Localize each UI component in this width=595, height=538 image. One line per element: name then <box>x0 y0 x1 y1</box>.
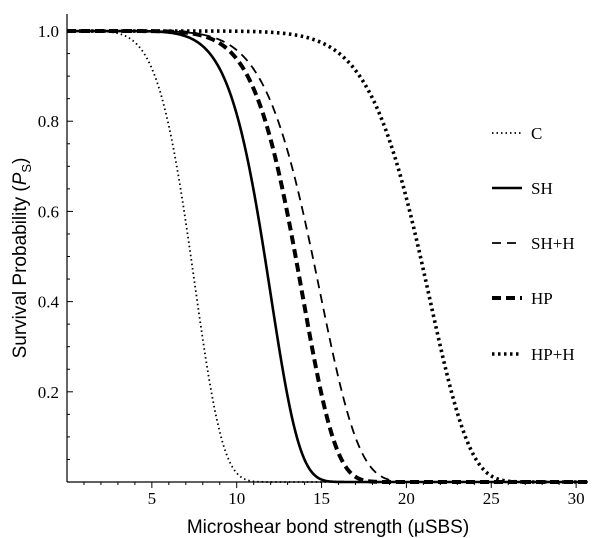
x-tick-label-10: 10 <box>228 489 245 508</box>
y-tick-label-4: 1.0 <box>38 22 59 41</box>
y-axis-title-var: P <box>10 172 31 185</box>
legend: C SH SH+H HP HP+H <box>492 124 575 364</box>
x-tick-label-25: 25 <box>483 489 500 508</box>
series-line-hp <box>65 29 589 484</box>
legend-label-hp-plus-h: HP+H <box>531 345 575 364</box>
y-axis-title-suffix: ) <box>10 158 31 164</box>
y-axis-title-prefix: Survival Probability ( <box>10 185 31 359</box>
y-tick-label-3: 0.8 <box>38 112 59 131</box>
x-tick-label-30: 30 <box>568 489 585 508</box>
y-axis-title-sub: S <box>19 164 34 173</box>
legend-label-hp: HP <box>531 289 553 308</box>
x-tick-label-5: 5 <box>148 489 157 508</box>
x-tick-label-15: 15 <box>313 489 330 508</box>
legend-label-sh: SH <box>531 179 553 198</box>
x-axis-title: Microshear bond strength (μSBS) <box>187 517 469 538</box>
y-tick-label-2: 0.6 <box>38 202 59 221</box>
y-axis-title: Survival Probability (PS) <box>10 158 34 359</box>
x-tick-label-20: 20 <box>398 489 415 508</box>
legend-label-sh-plus-h: SH+H <box>531 234 575 253</box>
legend-label-c: C <box>531 124 542 143</box>
y-tick-label-1: 0.4 <box>38 293 60 312</box>
axes: 5 10 15 20 25 30 0.2 0.4 0.6 0.8 1.0 <box>38 14 588 508</box>
plot-area <box>65 29 589 484</box>
y-tick-label-0: 0.2 <box>38 383 59 402</box>
